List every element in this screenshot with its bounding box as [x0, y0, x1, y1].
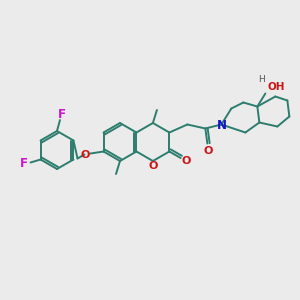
Text: O: O: [181, 156, 190, 166]
Text: O: O: [148, 161, 158, 171]
Text: OH: OH: [267, 82, 285, 92]
Text: O: O: [81, 149, 90, 160]
Text: O: O: [204, 146, 213, 155]
Text: F: F: [58, 107, 66, 121]
Text: F: F: [20, 157, 28, 170]
Text: H: H: [258, 75, 265, 84]
Text: N: N: [218, 119, 227, 132]
